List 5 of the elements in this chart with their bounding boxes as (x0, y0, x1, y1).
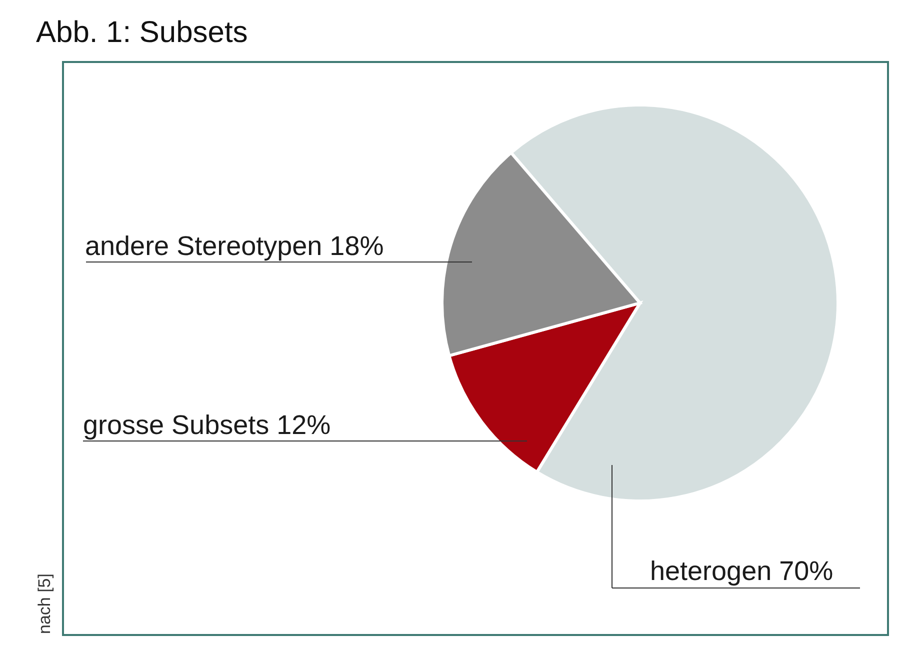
slice-label: grosse Subsets 12% (83, 410, 331, 440)
slice-label: heterogen 70% (650, 556, 834, 586)
chart-title: Abb. 1: Subsets (36, 16, 248, 49)
text: nach [5] (35, 574, 54, 634)
slice-label: andere Stereotypen 18% (85, 231, 384, 261)
